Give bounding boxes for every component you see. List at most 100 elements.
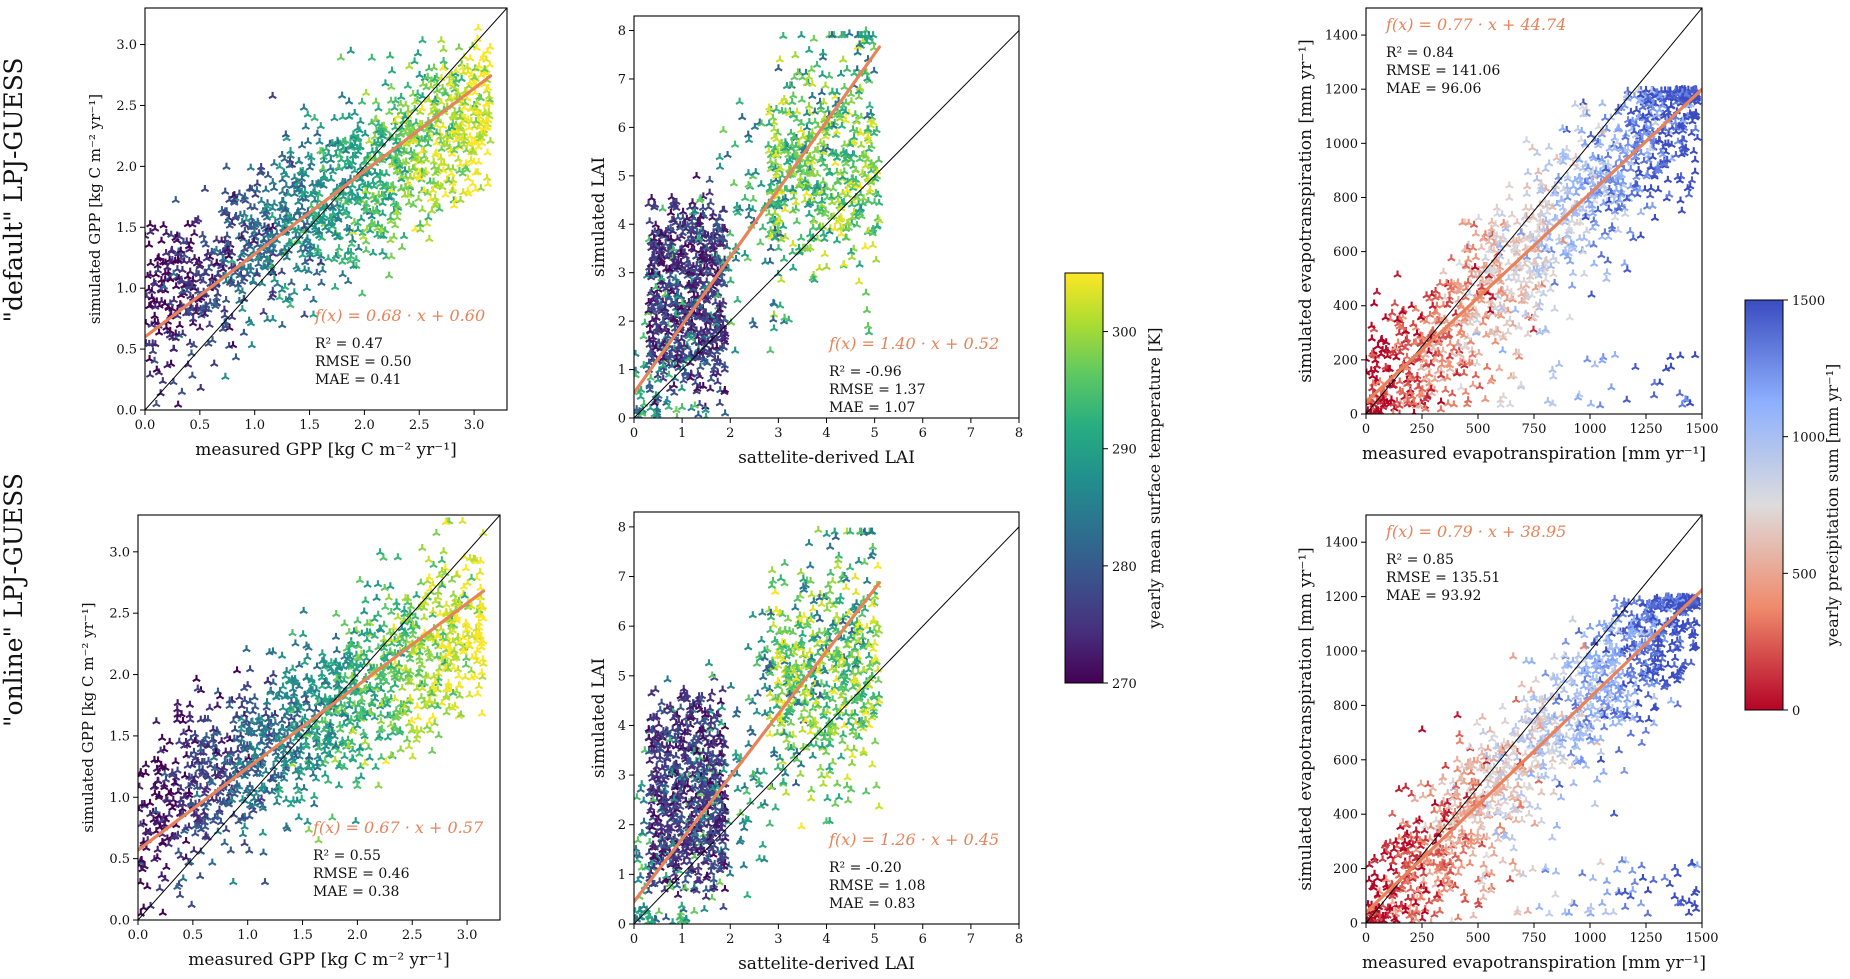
scatter-point [201, 305, 211, 313]
scatter-point [764, 141, 773, 149]
scatter-point [1372, 361, 1382, 370]
scatter-point [1596, 167, 1605, 175]
scatter-point [848, 174, 857, 182]
scatter-point [276, 213, 285, 222]
scatter-point [483, 47, 492, 55]
scatter-point [868, 38, 877, 46]
scatter-point [1655, 105, 1664, 114]
scatter-point [281, 205, 290, 213]
scatter-point [292, 262, 301, 270]
scatter-point [1468, 243, 1478, 252]
scatter-point [1604, 204, 1613, 212]
scatter-point [397, 92, 406, 101]
scatter-point [1565, 313, 1574, 321]
scatter-point [240, 226, 250, 234]
scatter-point [859, 194, 868, 202]
scatter-point [253, 179, 262, 187]
scatter-point [346, 252, 356, 260]
scatter-point [806, 243, 815, 252]
scatter-point [827, 198, 837, 206]
scatter-point [1665, 190, 1674, 198]
scatter-point [393, 202, 403, 210]
scatter-point [1549, 270, 1558, 278]
scatter-point [788, 248, 797, 256]
scatter-point [872, 255, 881, 264]
scatter-point [327, 202, 336, 211]
scatter-point [1597, 155, 1607, 163]
scatter-point [802, 109, 812, 117]
scatter-point [1614, 123, 1623, 131]
scatter-point [381, 757, 391, 765]
scatter-point [1534, 252, 1543, 260]
y-tick-label: 2 [618, 315, 626, 330]
scatter-point [853, 48, 862, 56]
scatter-point [174, 847, 183, 855]
scatter-point [679, 376, 688, 384]
scatter-point [1377, 335, 1387, 343]
scatter-point [353, 219, 362, 227]
scatter-point [843, 186, 852, 194]
scatter-point [378, 199, 387, 207]
scatter-point [773, 200, 783, 208]
scatter-point [651, 283, 660, 291]
scatter-point [844, 218, 853, 226]
scatter-point [868, 241, 878, 249]
scatter-point [318, 649, 327, 657]
scatter-point [187, 900, 196, 909]
scatter-point [386, 236, 395, 244]
scatter-point [238, 287, 247, 295]
scatter-point [693, 384, 702, 393]
scatter-point [175, 232, 184, 240]
scatter-point [1543, 208, 1552, 216]
scatter-point [1421, 395, 1430, 403]
scatter-point [869, 66, 879, 75]
scatter-point [1691, 108, 1701, 116]
scatter-point [1525, 232, 1534, 240]
scatter-point [1657, 86, 1666, 94]
scatter-point [427, 206, 437, 215]
identity-line [145, 8, 507, 410]
scatter-point [1516, 262, 1525, 270]
scatter-point [341, 136, 350, 144]
scatter-point [1458, 218, 1467, 226]
scatter-point [1409, 320, 1418, 328]
scatter-point [330, 114, 339, 122]
scatter-point [213, 701, 222, 709]
scatter-point [386, 582, 395, 590]
y-tick-label: 1400 [1325, 29, 1358, 44]
scatter-point [145, 370, 155, 378]
scatter-point [820, 210, 830, 218]
scatter-point [413, 702, 422, 710]
scatter-point [157, 236, 166, 244]
scatter-point [429, 177, 438, 185]
scatter-point [286, 301, 295, 309]
scatter-point [352, 776, 361, 784]
scatter-point [1620, 101, 1629, 109]
scatter-point [173, 400, 183, 408]
scatter-point [204, 339, 213, 347]
scatter-point [454, 671, 463, 680]
scatter-point [404, 742, 414, 750]
scatter-point [1586, 131, 1596, 139]
scatter-point [1656, 147, 1666, 156]
scatter-point [664, 280, 674, 288]
scatter-point [1507, 287, 1516, 296]
scatter-point [673, 263, 682, 271]
scatter-point [1486, 267, 1496, 275]
scatter-point [678, 268, 687, 276]
scatter-point [1544, 159, 1554, 167]
x-tick-label: 0 [630, 426, 638, 441]
scatter-point [235, 296, 244, 305]
scatter-point [1642, 172, 1651, 180]
scatter-point [1528, 143, 1537, 151]
scatter-point [868, 229, 878, 237]
scatter-point [833, 178, 843, 186]
scatter-point [395, 159, 404, 167]
fit-equation: f(x) = 1.40 · x + 0.52 [828, 334, 999, 353]
scatter-point [1521, 203, 1531, 212]
scatter-point [1578, 247, 1588, 255]
scatter-point [856, 129, 865, 137]
scatter-point [358, 228, 367, 237]
scatter-point [758, 223, 767, 231]
scatter-point [471, 117, 481, 125]
